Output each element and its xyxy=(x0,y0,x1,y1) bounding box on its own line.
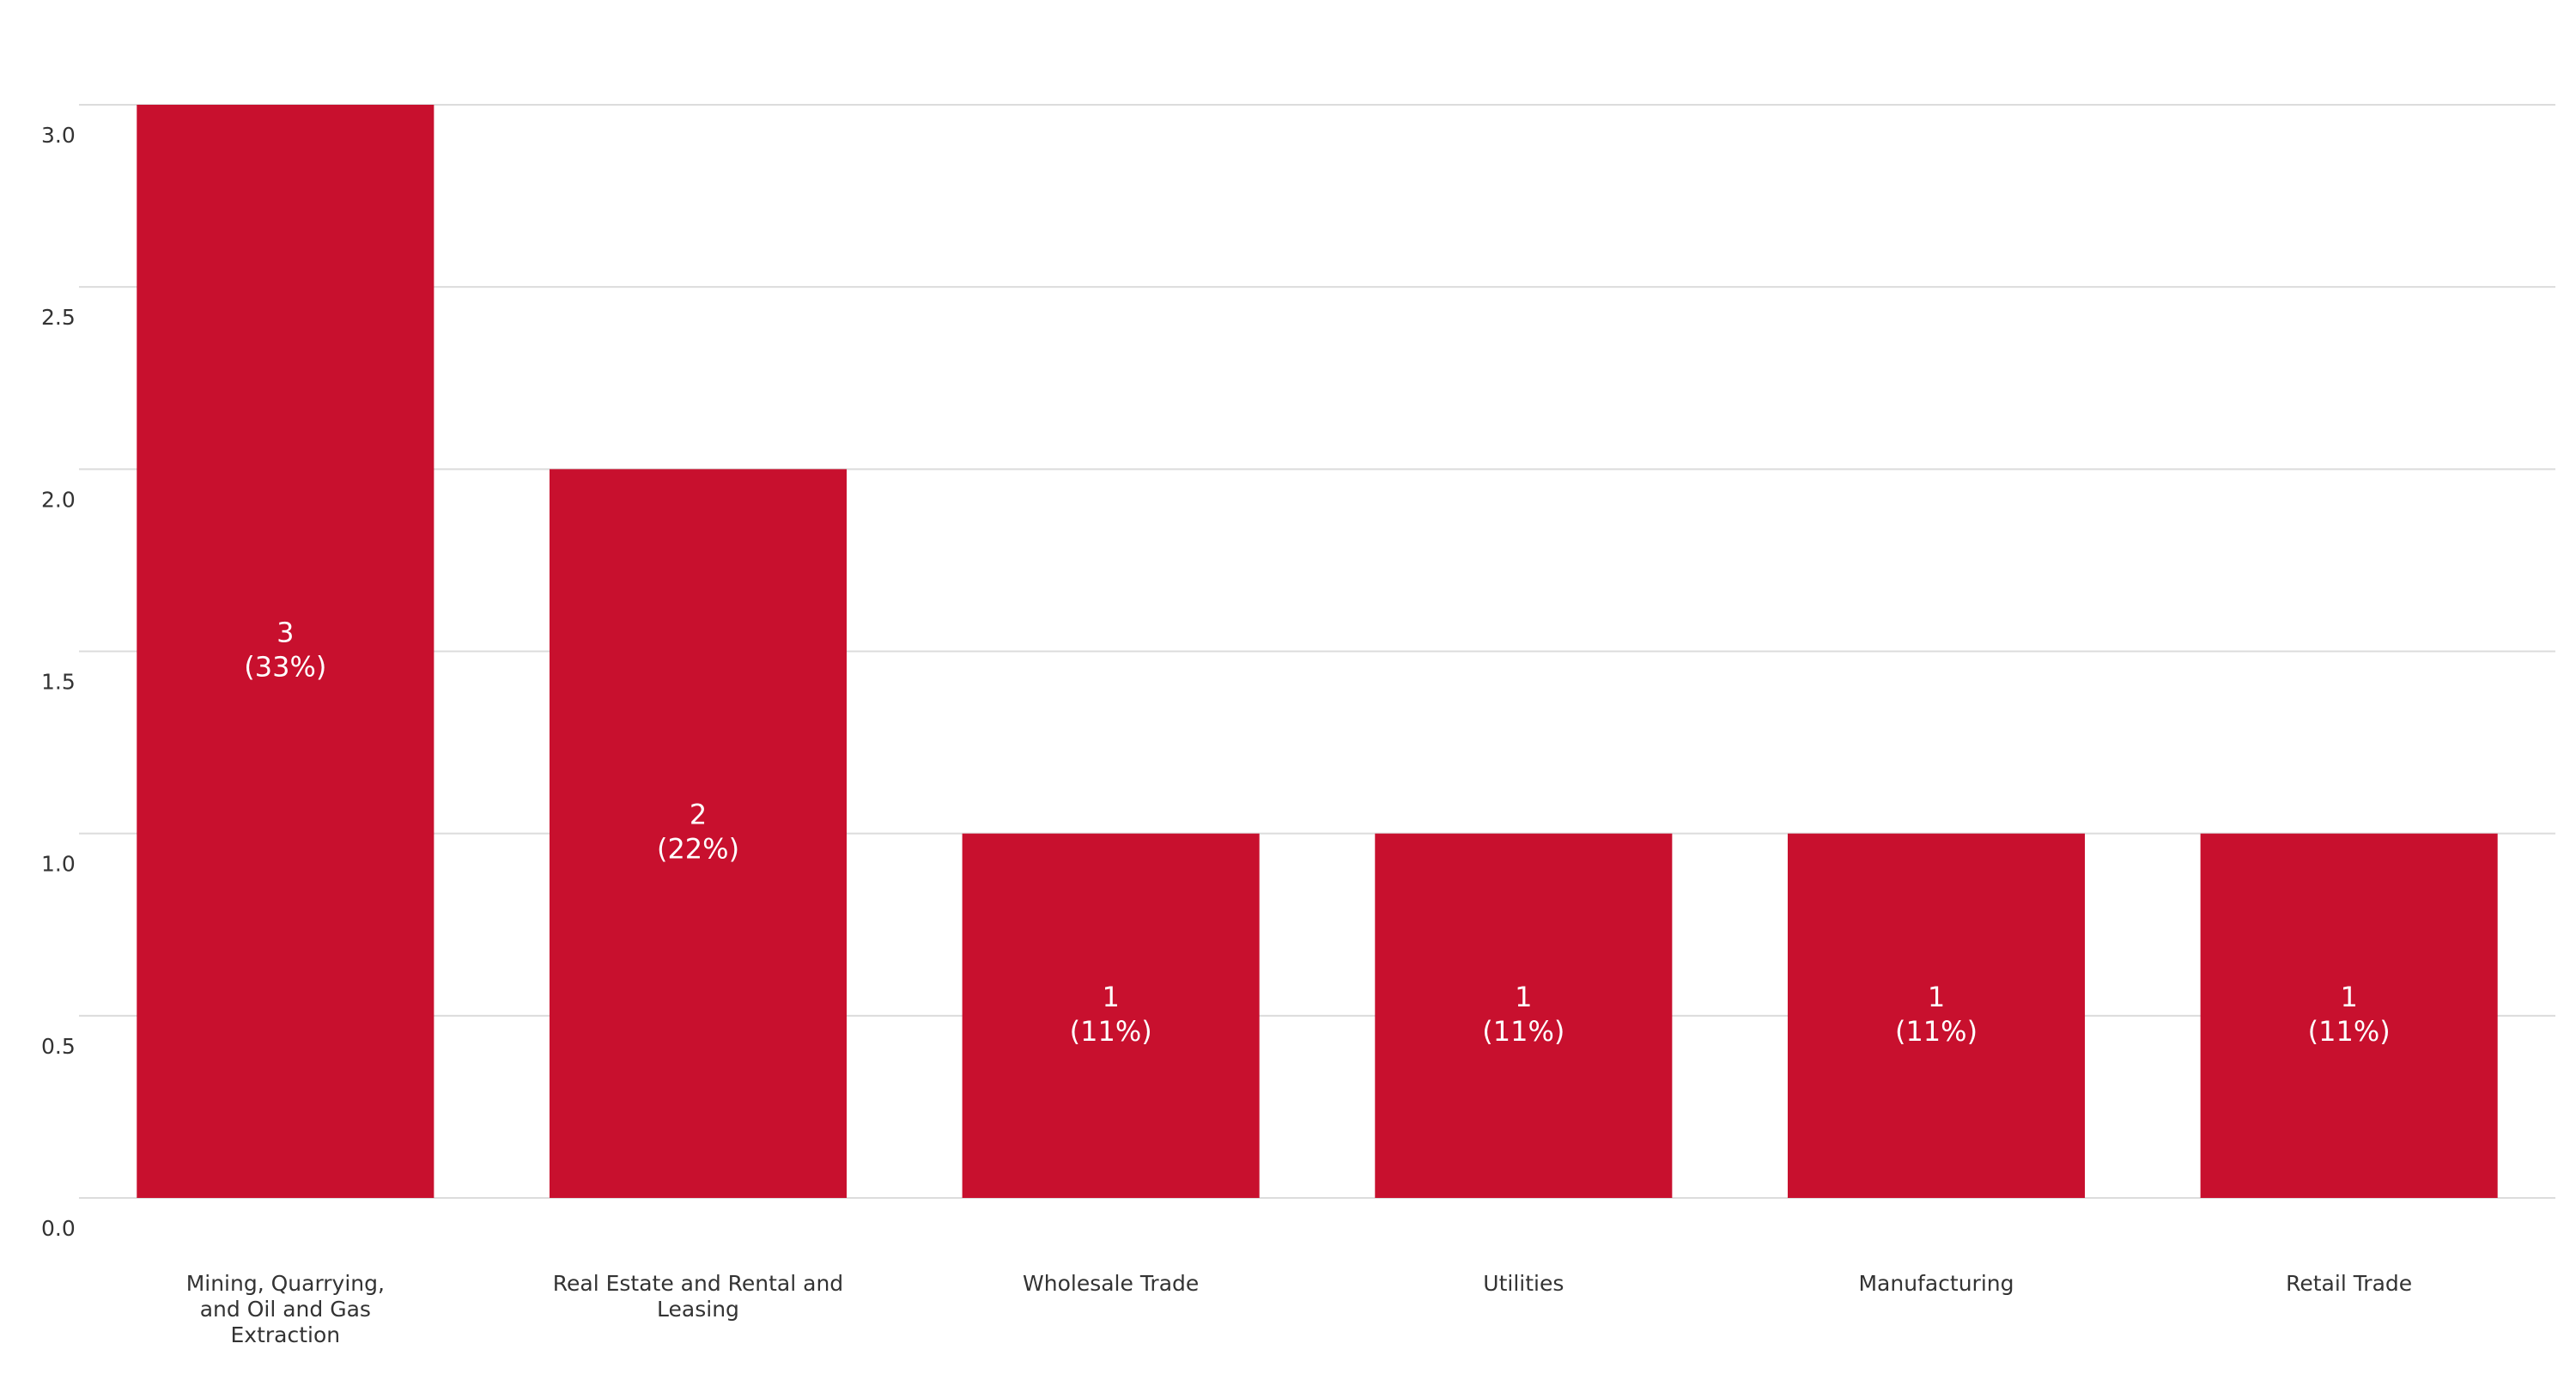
value-label: 1 (11%) xyxy=(2308,981,2391,1048)
y-tick-label: 3.0 xyxy=(41,123,76,148)
bar xyxy=(549,469,848,1198)
x-tick-label-box: Manufacturing xyxy=(1858,1271,2014,1296)
bar xyxy=(962,833,1260,1198)
x-tick-label: Retail Trade xyxy=(2286,1271,2413,1296)
y-tick-label: 0.5 xyxy=(41,1034,76,1059)
value-label: 1 (11%) xyxy=(1482,981,1564,1048)
x-tick-label: Manufacturing xyxy=(1858,1271,2014,1296)
value-label: 3 (33%) xyxy=(244,617,326,684)
bar xyxy=(1787,833,2086,1198)
y-tick-label: 1.0 xyxy=(41,852,76,877)
y-tick-label: 2.0 xyxy=(41,487,76,512)
x-tick-label-box: Mining, Quarrying, and Oil and Gas Extra… xyxy=(185,1271,385,1347)
x-tick-label-box: Real Estate and Rental and Leasing xyxy=(552,1271,844,1322)
value-label: 2 (22%) xyxy=(657,799,739,866)
x-tick-label: Mining, Quarrying, and Oil and Gas Extra… xyxy=(185,1271,385,1347)
x-tick-label: Wholesale Trade xyxy=(1023,1271,1200,1296)
y-tick-label: 2.5 xyxy=(41,305,76,330)
bar xyxy=(1375,833,1673,1198)
bar xyxy=(137,105,434,1198)
x-tick-label: Real Estate and Rental and Leasing xyxy=(552,1271,844,1322)
bar xyxy=(2200,833,2498,1198)
x-tick-label-box: Wholesale Trade xyxy=(1023,1271,1200,1296)
value-label: 1 (11%) xyxy=(1895,981,1978,1048)
value-label: 1 (11%) xyxy=(1070,981,1152,1048)
y-tick-label: 0.0 xyxy=(41,1216,76,1241)
x-tick-label-box: Retail Trade xyxy=(2286,1271,2413,1296)
x-tick-label: Utilities xyxy=(1483,1271,1564,1296)
x-tick-label-box: Utilities xyxy=(1483,1271,1564,1296)
y-tick-label: 1.5 xyxy=(41,670,76,695)
